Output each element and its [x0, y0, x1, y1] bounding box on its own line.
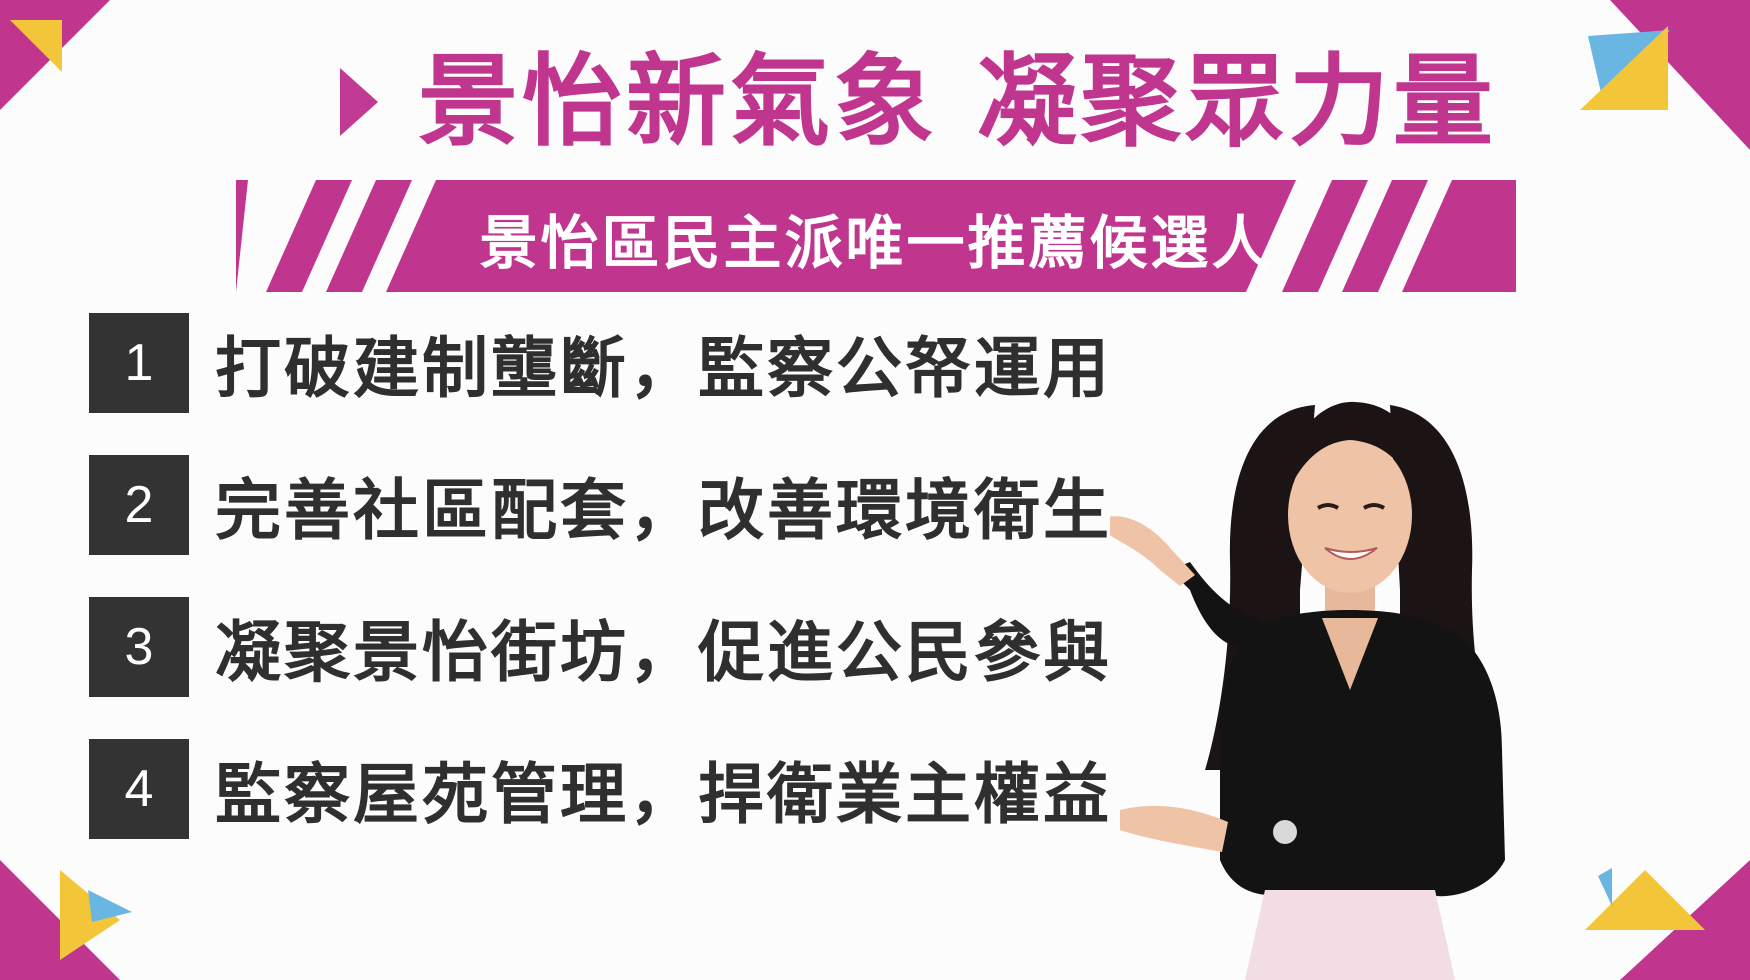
headline: 景怡新氣象 凝聚眾力量: [418, 43, 1497, 160]
platform-text: 凝聚景怡街坊，促進公民參與: [215, 614, 1112, 691]
number-badge: 4: [89, 739, 189, 839]
platform-text: 打破建制壟斷，監察公帑運用: [215, 330, 1112, 407]
platform-text: 完善社區配套，改善環境衛生: [215, 472, 1112, 549]
candidate-banner: 景怡區民主派唯一推薦候選人: [236, 180, 1516, 296]
corner-decor-top-left: [0, 0, 110, 110]
number-badge: 1: [89, 313, 189, 413]
corner-decor-bottom-right: [1585, 860, 1750, 980]
platform-item-3: 3 凝聚景怡街坊，促進公民參與: [89, 597, 1112, 697]
platform-item-4: 4 監察屋苑管理，捍衛業主權益: [89, 739, 1112, 839]
number-badge: 2: [89, 455, 189, 555]
number-badge: 3: [89, 597, 189, 697]
headline-row: 景怡新氣象 凝聚眾力量: [340, 42, 1497, 162]
platform-text: 監察屋苑管理，捍衛業主權益: [215, 756, 1112, 833]
corner-decor-bottom-left: [0, 860, 132, 980]
candidate-photo: [1110, 401, 1505, 980]
corner-decor-top-right: [1580, 0, 1750, 150]
banner-text: 景怡區民主派唯一推薦候選人: [479, 209, 1273, 277]
platform-item-1: 1 打破建制壟斷，監察公帑運用: [89, 313, 1112, 413]
triangle-arrow-icon: [340, 68, 378, 136]
diagonal-stripes: [236, 180, 1516, 292]
platform-item-2: 2 完善社區配套，改善環境衛生: [89, 455, 1112, 555]
